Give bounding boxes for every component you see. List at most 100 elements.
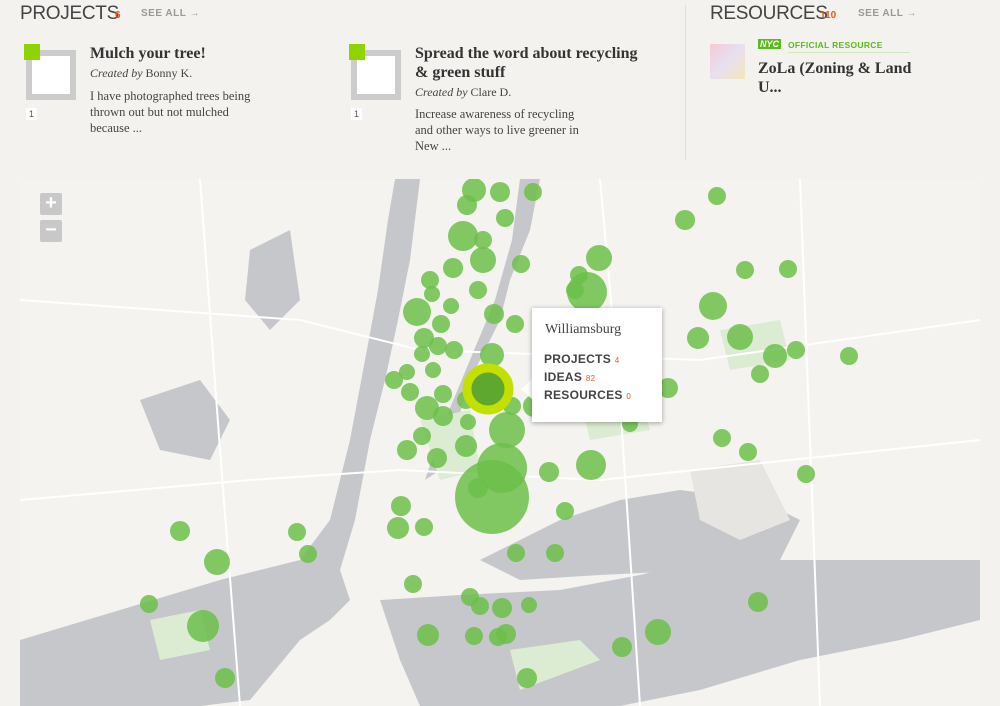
map-marker[interactable] (556, 502, 574, 520)
map-marker[interactable] (470, 247, 496, 273)
map-marker[interactable] (489, 628, 507, 646)
map-marker[interactable] (471, 597, 489, 615)
map-marker[interactable] (387, 517, 409, 539)
map-marker[interactable] (425, 362, 441, 378)
map-marker[interactable] (424, 286, 440, 302)
map-marker[interactable] (779, 260, 797, 278)
map-marker[interactable] (299, 545, 317, 563)
map-marker[interactable] (506, 315, 524, 333)
map[interactable] (20, 179, 980, 706)
map-marker[interactable] (512, 255, 530, 273)
zoom-out[interactable]: − (40, 220, 62, 242)
map-marker[interactable] (445, 341, 463, 359)
map-marker[interactable] (468, 478, 488, 498)
map-marker[interactable] (443, 258, 463, 278)
map-marker[interactable] (751, 365, 769, 383)
map-marker[interactable] (496, 209, 514, 227)
map-marker[interactable] (658, 378, 678, 398)
map-marker[interactable] (432, 315, 450, 333)
map-marker[interactable] (539, 462, 559, 482)
map-marker[interactable] (612, 637, 632, 657)
map-marker[interactable] (415, 518, 433, 536)
see-all[interactable]: SEE ALL → (141, 8, 200, 19)
map-marker[interactable] (427, 448, 447, 468)
map-marker[interactable] (187, 610, 219, 642)
map-marker[interactable] (434, 385, 452, 403)
project-thumb[interactable] (349, 44, 401, 100)
map-marker[interactable] (480, 343, 504, 367)
project-title[interactable]: Spread the word about recycling & green … (415, 45, 638, 81)
member-count: 1 (26, 108, 38, 120)
map-marker[interactable] (699, 292, 727, 320)
map-marker[interactable] (204, 549, 230, 575)
map-marker[interactable] (787, 341, 805, 359)
map-marker[interactable] (465, 627, 483, 645)
map-marker[interactable] (469, 281, 487, 299)
map-marker[interactable] (748, 592, 768, 612)
map-marker[interactable] (586, 245, 612, 271)
map-marker[interactable] (713, 429, 731, 447)
map-marker[interactable] (570, 266, 588, 284)
map-marker[interactable] (401, 383, 419, 401)
map-marker[interactable] (140, 595, 158, 613)
map-marker[interactable] (397, 440, 417, 460)
map-marker[interactable] (521, 597, 537, 613)
map-marker[interactable] (840, 347, 858, 365)
map-marker[interactable] (687, 327, 709, 349)
map-marker[interactable] (413, 427, 431, 445)
map-marker[interactable] (433, 406, 453, 426)
map-marker[interactable] (739, 443, 757, 461)
map-marker[interactable] (417, 624, 439, 646)
map-marker[interactable] (455, 435, 477, 457)
map-marker[interactable] (170, 521, 190, 541)
resource-title[interactable]: ZoLa (Zoning & Land U... (758, 60, 912, 96)
divider (685, 5, 686, 160)
map-marker[interactable] (448, 221, 478, 251)
author[interactable]: Bonny K. (145, 66, 193, 80)
map-marker[interactable] (404, 575, 422, 593)
map-marker[interactable] (708, 187, 726, 205)
map-marker[interactable] (391, 496, 411, 516)
map-marker[interactable] (675, 210, 695, 230)
map-marker[interactable] (517, 668, 537, 688)
map-marker[interactable] (429, 337, 447, 355)
map-marker[interactable] (507, 544, 525, 562)
project-title[interactable]: Mulch your tree! (90, 45, 206, 62)
map-marker[interactable] (576, 450, 606, 480)
project-thumb[interactable] (24, 44, 76, 100)
see-all[interactable]: SEE ALL → (858, 8, 917, 19)
map-marker[interactable] (797, 465, 815, 483)
map-marker[interactable] (727, 324, 753, 350)
map-marker[interactable] (763, 344, 787, 368)
map-marker[interactable] (415, 396, 439, 420)
map-marker[interactable] (414, 346, 430, 362)
map-marker[interactable] (546, 544, 564, 562)
map-marker[interactable] (460, 414, 476, 430)
member-count: 1 (351, 108, 363, 120)
map-marker[interactable] (288, 523, 306, 541)
resources-heading: RESOURCES (710, 3, 828, 24)
map-marker[interactable] (414, 328, 434, 348)
map-marker[interactable] (399, 364, 415, 380)
map-marker[interactable] (645, 619, 671, 645)
map-marker[interactable] (455, 460, 529, 534)
map-marker[interactable] (474, 231, 492, 249)
map-marker[interactable] (443, 298, 459, 314)
author[interactable]: Clare D. (470, 85, 512, 99)
map-marker[interactable] (215, 668, 235, 688)
resource-thumb[interactable] (710, 44, 745, 79)
map-marker[interactable] (457, 195, 477, 215)
map-marker[interactable] (421, 271, 439, 289)
zoom-in[interactable]: + (40, 193, 62, 215)
map-marker[interactable] (385, 371, 403, 389)
map-marker[interactable] (490, 182, 510, 202)
map-marker[interactable] (403, 298, 431, 326)
project-description: Increase awareness of recycling and othe… (415, 107, 579, 153)
map-marker[interactable] (736, 261, 754, 279)
map-marker[interactable] (484, 304, 504, 324)
map-marker[interactable] (489, 412, 525, 448)
map-marker[interactable] (524, 183, 542, 201)
selected-marker[interactable] (462, 363, 514, 415)
map-marker[interactable] (492, 598, 512, 618)
tooltip-label: IDEAS (544, 370, 583, 384)
